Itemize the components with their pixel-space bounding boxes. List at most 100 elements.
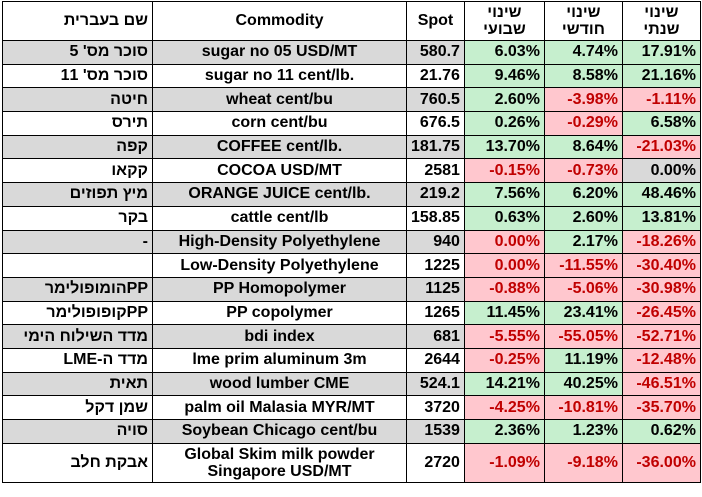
cell-yearly-change: -52.71% (621, 324, 701, 349)
table-row: תירס corn cent/bu 676.5 0.26% -0.29% 6.58% (2, 111, 701, 136)
table-row: תאית wood lumber CME 524.1 14.21% 40.25% -46.… (2, 371, 701, 397)
cell-monthly-change: -0.73% (543, 158, 623, 184)
table-row: בקר cattle cent/lb 158.85 0.63% 2.60% 13.81% (2, 205, 701, 231)
cell-commodity: ORANGE JUICE cent/lb. (152, 182, 407, 207)
cell-hebrew-name: סוכר מס' 5 (2, 40, 153, 65)
table-row: PPקופופולימר PP copolymer 1265 11.45% 23.41%… (2, 300, 701, 326)
hebrew-name-text: סוכר מס' 11 (60, 67, 148, 85)
cell-hebrew-name: תאית (2, 371, 153, 397)
cell-hebrew-name: - (2, 229, 153, 255)
cell-hebrew-name: שמן דקל (2, 395, 153, 420)
header-hebrew-name: שם בעברית (2, 1, 153, 41)
cell-commodity: corn cent/bu (152, 111, 407, 136)
cell-commodity: Soybean Chicago cent/bu (152, 419, 407, 444)
cell-monthly-change: 40.25% (543, 371, 623, 397)
hebrew-name-text: - (142, 232, 148, 250)
header-hebrew-name-label: שם בעברית (63, 12, 148, 29)
cell-commodity: sugar no 11 cent/lb. (152, 63, 407, 89)
cell-weekly-change: -1.09% (463, 442, 545, 483)
cell-commodity: COFFEE cent/lb. (152, 134, 407, 160)
cell-spot: 219.2 (406, 182, 465, 207)
cell-weekly-change: 9.46% (463, 63, 545, 89)
cell-hebrew-name: PPקופופולימר (2, 300, 153, 326)
cell-spot: 580.7 (406, 40, 465, 65)
cell-weekly-change: -0.15% (463, 158, 545, 184)
table-row: סוכר מס' 11 sugar no 11 cent/lb. 21.76 9.46… (2, 63, 701, 89)
cell-hebrew-name: חיטה (2, 87, 153, 113)
cell-monthly-change: -11.55% (543, 253, 623, 278)
cell-commodity: sugar no 05 USD/MT (152, 40, 407, 65)
cell-spot: 681 (406, 324, 465, 349)
cell-hebrew-name: אבקת חלב (2, 442, 153, 483)
cell-spot: 2720 (406, 442, 465, 483)
header-yearly-change: שינוי שנתי (621, 1, 701, 41)
table-row: אבקת חלב Global Skim milk powder Singapor… (2, 442, 701, 483)
table-row: מדד השילוח הימי bdi index 681 -5.55% -55.05%… (2, 324, 701, 349)
table-row: סוכר מס' 5 sugar no 05 USD/MT 580.7 6.03% 4.… (2, 40, 701, 65)
cell-monthly-change: 8.64% (543, 134, 623, 160)
cell-yearly-change: -1.11% (621, 87, 701, 113)
cell-hebrew-name: בקר (2, 205, 153, 231)
header-monthly-change: שינוי חודשי (543, 1, 623, 41)
cell-monthly-change: -10.81% (543, 395, 623, 420)
cell-weekly-change: 6.03% (463, 40, 545, 65)
table-row: מדד ה-LME lme prim aluminum 3m 2644 -0.25% 1… (2, 347, 701, 373)
cell-weekly-change: -0.88% (463, 276, 545, 302)
cell-spot: 181.75 (406, 134, 465, 160)
cell-hebrew-name: סויה (2, 419, 153, 444)
cell-weekly-change: 0.26% (463, 111, 545, 136)
cell-commodity: lme prim aluminum 3m (152, 347, 407, 373)
cell-spot: 2644 (406, 347, 465, 373)
hebrew-name-text: סויה (116, 422, 148, 440)
cell-monthly-change: -5.06% (543, 276, 623, 302)
cell-commodity: cattle cent/lb (152, 205, 407, 231)
cell-yearly-change: -18.26% (621, 229, 701, 255)
cell-monthly-change: 23.41% (543, 300, 623, 326)
cell-weekly-change: 11.45% (463, 300, 545, 326)
cell-weekly-change: 2.36% (463, 419, 545, 444)
commodity-table-container: שם בעברית Commodity Spot שינוי שבועי שינ… (2, 1, 701, 483)
cell-spot: 158.85 (406, 205, 465, 231)
cell-yearly-change: -26.45% (621, 300, 701, 326)
cell-yearly-change: 13.81% (621, 205, 701, 231)
cell-commodity: wood lumber CME (152, 371, 407, 397)
hebrew-name-text: סוכר מס' 5 (69, 43, 148, 61)
cell-weekly-change: 14.21% (463, 371, 545, 397)
cell-spot: 524.1 (406, 371, 465, 397)
cell-weekly-change: 13.70% (463, 134, 545, 160)
cell-yearly-change: 48.46% (621, 182, 701, 207)
cell-monthly-change: -55.05% (543, 324, 623, 349)
hebrew-name-text: שמן דקל (85, 398, 148, 416)
cell-yearly-change: -36.00% (621, 442, 701, 483)
cell-yearly-change: 0.00% (621, 158, 701, 184)
cell-yearly-change: 21.16% (621, 63, 701, 89)
table-row: PPהומופולימר PP Homopolymer 1125 -0.88% -5.0… (2, 276, 701, 302)
hebrew-name-text: חיטה (110, 90, 148, 108)
cell-commodity: COCOA USD/MT (152, 158, 407, 184)
cell-monthly-change: 1.23% (543, 419, 623, 444)
cell-yearly-change: -35.70% (621, 395, 701, 420)
cell-spot: 1125 (406, 276, 465, 302)
cell-weekly-change: 2.60% (463, 87, 545, 113)
cell-hebrew-name: סוכר מס' 11 (2, 63, 153, 89)
cell-monthly-change: 6.20% (543, 182, 623, 207)
cell-weekly-change: 7.56% (463, 182, 545, 207)
cell-monthly-change: 11.19% (543, 347, 623, 373)
cell-weekly-change: -4.25% (463, 395, 545, 420)
cell-spot: 21.76 (406, 63, 465, 89)
table-row: קקאו COCOA USD/MT 2581 -0.15% -0.73% 0.00% (2, 158, 701, 184)
cell-commodity: High-Density Polyethylene (152, 229, 407, 255)
hebrew-name-text: מדד ה-LME (63, 351, 148, 369)
cell-monthly-change: 8.58% (543, 63, 623, 89)
cell-weekly-change: 0.00% (463, 229, 545, 255)
cell-spot: 1265 (406, 300, 465, 326)
cell-monthly-change: 2.60% (543, 205, 623, 231)
cell-hebrew-name (2, 253, 153, 278)
cell-yearly-change: 0.62% (621, 419, 701, 444)
cell-commodity: PP copolymer (152, 300, 407, 326)
table-row: קפה COFFEE cent/lb. 181.75 13.70% 8.64% -21.0… (2, 134, 701, 160)
cell-monthly-change: 4.74% (543, 40, 623, 65)
table-row: Low-Density Polyethylene 1225 0.00% -11.55%… (2, 253, 701, 278)
cell-commodity: Global Skim milk powder Singapore USD/MT (152, 442, 407, 483)
cell-yearly-change: -30.40% (621, 253, 701, 278)
